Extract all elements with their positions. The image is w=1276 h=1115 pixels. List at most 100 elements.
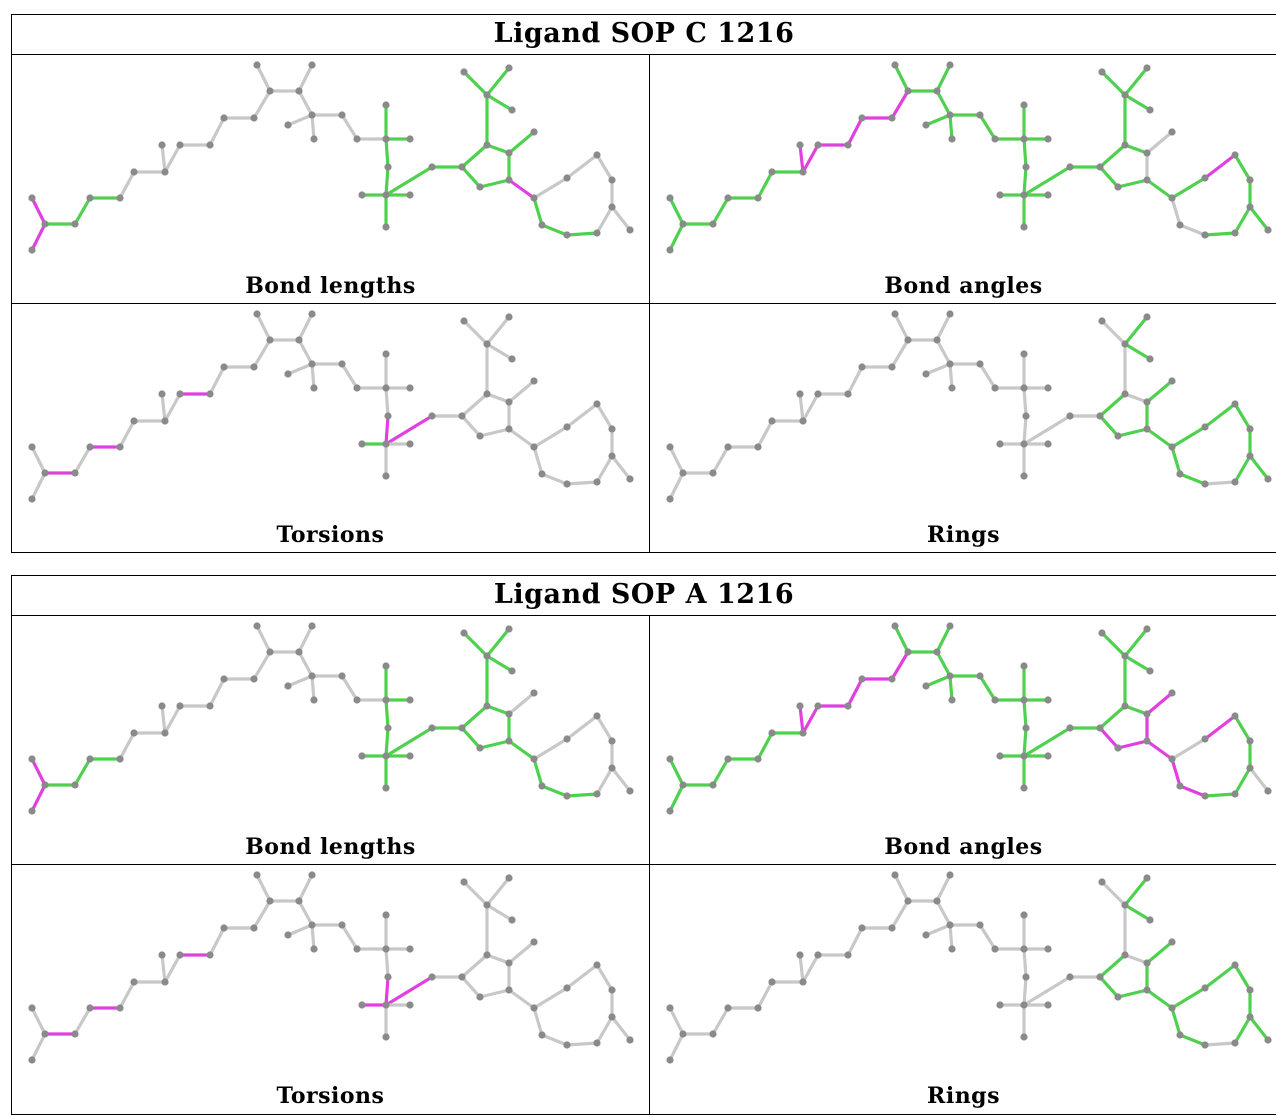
atom-a5	[116, 755, 124, 763]
atom-a8	[158, 390, 166, 398]
molecule-diagram	[666, 622, 1272, 815]
bond-R2	[460, 414, 482, 438]
atom-a41	[1168, 1004, 1176, 1012]
atom-a0	[28, 1004, 36, 1012]
bond-R10	[1145, 130, 1174, 155]
atom-a47	[608, 203, 616, 211]
atom-a18	[284, 682, 292, 690]
atom-a18	[922, 682, 930, 690]
atom-a21	[991, 945, 999, 953]
atom-a2	[28, 246, 36, 254]
atom-a43	[563, 480, 571, 488]
atom-a16	[308, 622, 316, 630]
table-title: Ligand SOP A 1216	[12, 576, 1276, 616]
bond-B6	[756, 731, 774, 761]
bond-B14	[255, 312, 272, 342]
bond-R3	[478, 178, 511, 189]
atom-a34	[1098, 878, 1106, 886]
atom-a28	[382, 784, 390, 792]
atom-a22	[382, 945, 390, 953]
bond-B8	[160, 953, 167, 984]
atom-a1	[679, 469, 687, 477]
atom-a31	[1096, 412, 1104, 420]
atom-a0	[666, 1004, 674, 1012]
atom-a32	[483, 951, 491, 959]
bond-B21	[340, 923, 359, 951]
atom-a22	[1020, 384, 1028, 392]
atom-a30	[428, 412, 436, 420]
atom-a20	[976, 360, 984, 368]
atom-a26	[382, 752, 390, 760]
atom-a29	[406, 752, 414, 760]
bond-B6	[118, 419, 136, 449]
bond-R19	[532, 986, 569, 1010]
atom-a48	[593, 1039, 601, 1047]
atom-a6	[130, 978, 138, 986]
atom-a39	[1114, 183, 1122, 191]
bond-B2	[30, 1032, 47, 1062]
bond-R7	[462, 631, 489, 658]
bond-R10	[1145, 691, 1174, 716]
bond-B14	[255, 873, 272, 903]
atom-a34	[460, 317, 468, 325]
atom-a25	[384, 724, 392, 732]
atom-a28	[1020, 784, 1028, 792]
bond-R19	[532, 737, 569, 761]
atom-a23	[1020, 662, 1028, 670]
atom-a20	[338, 360, 346, 368]
bond-B2	[668, 471, 685, 501]
atom-a49	[626, 787, 634, 795]
atom-a12	[888, 675, 896, 683]
bond-R5	[485, 704, 511, 716]
bond-R12	[532, 196, 544, 227]
atom-a4	[724, 194, 732, 202]
bond-B13	[890, 650, 910, 681]
atom-a44	[563, 174, 571, 182]
atom-a47	[608, 764, 616, 772]
atom-a33	[1121, 340, 1129, 348]
bond-R17	[1233, 963, 1252, 992]
atom-a28	[382, 472, 390, 480]
atom-a42	[1176, 470, 1184, 478]
atom-a42	[1176, 782, 1184, 790]
atom-a30	[1066, 973, 1074, 981]
atom-a10	[844, 951, 852, 959]
bond-B14	[893, 624, 910, 654]
atom-a39	[476, 744, 484, 752]
bond-R1	[1098, 704, 1127, 730]
atom-a4	[724, 755, 732, 763]
table-title: Ligand SOP C 1216	[12, 15, 1276, 55]
atom-a13	[266, 87, 274, 95]
atom-a5	[754, 443, 762, 451]
atom-a41	[530, 443, 538, 451]
bond-B14	[893, 63, 910, 93]
molecule-diagram	[666, 61, 1272, 254]
atom-a30	[1066, 724, 1074, 732]
atom-a12	[888, 924, 896, 932]
atom-a0	[28, 755, 36, 763]
bond-R14	[1203, 1041, 1237, 1047]
bond-R9	[485, 654, 514, 673]
atom-a14	[891, 310, 899, 318]
atom-a37	[1143, 149, 1151, 157]
atom-a34	[1098, 317, 1106, 325]
atom-a8	[796, 141, 804, 149]
bond-B13	[890, 89, 910, 120]
atom-a1	[41, 220, 49, 228]
atom-a43	[1201, 792, 1209, 800]
bond-R11	[1145, 178, 1174, 200]
bond-R15	[595, 205, 614, 235]
bond-R20	[1248, 1015, 1270, 1042]
bond-B2	[30, 783, 47, 813]
panel-rings: Rings	[650, 865, 1276, 1113]
molecule-diagram	[28, 871, 634, 1064]
atom-a27	[996, 1001, 1004, 1009]
atom-a31	[458, 412, 466, 420]
bond-B4	[73, 196, 92, 226]
bond-R9	[485, 93, 514, 112]
bond-B4	[73, 445, 92, 475]
atom-a33	[483, 652, 491, 660]
atom-a25	[384, 973, 392, 981]
atom-a40	[505, 425, 513, 433]
atom-a45	[593, 961, 601, 969]
